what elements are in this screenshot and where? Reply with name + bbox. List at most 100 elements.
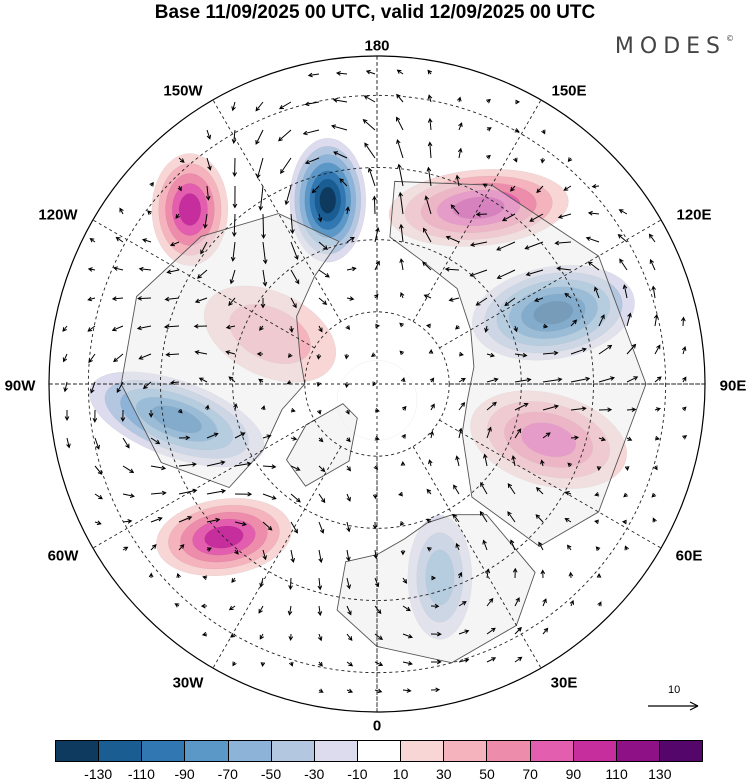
- wind-vector: [150, 437, 161, 445]
- meridian-line: [412, 446, 542, 669]
- wind-vector: [540, 157, 546, 164]
- lon-label-0: 0: [372, 717, 382, 735]
- lon-label-120w: 120W: [38, 206, 78, 224]
- wind-vector: [177, 185, 182, 192]
- wind-vector: [318, 297, 328, 305]
- anomaly-e-siberia-high: [388, 168, 569, 247]
- wind-vector: [225, 350, 236, 355]
- anomaly-canada-low: [89, 371, 265, 468]
- wind-vector: [427, 117, 433, 131]
- wind-vector: [396, 93, 404, 103]
- wind-vector: [62, 325, 68, 332]
- wind-vector: [175, 213, 180, 219]
- colorbar-segment: [142, 741, 186, 761]
- wind-vector: [428, 348, 434, 355]
- wind-vector: [430, 403, 435, 411]
- wind-vector: [486, 597, 494, 607]
- wind-vector: [62, 353, 68, 363]
- wind-vector: [317, 213, 323, 223]
- wind-vector: [260, 298, 266, 309]
- wind-vector: [396, 138, 404, 159]
- wind-vector: [400, 460, 406, 467]
- wind-vector: [316, 353, 322, 360]
- wind-vector: [596, 572, 602, 579]
- wind-vector: [400, 377, 406, 383]
- wind-vector: [288, 577, 293, 591]
- wind-vector: [372, 381, 377, 387]
- lon-label-120e: 120E: [676, 206, 712, 224]
- wind-vector: [374, 661, 384, 667]
- wind-vector: [279, 101, 292, 110]
- wind-vector: [475, 211, 488, 217]
- wind-vector: [88, 353, 96, 364]
- wind-vector: [231, 213, 237, 237]
- wind-vector: [290, 297, 297, 309]
- wind-vector: [486, 352, 495, 358]
- wind-vector: [228, 376, 236, 383]
- colorbar-segment: [530, 741, 574, 761]
- wind-vector: [482, 539, 488, 551]
- colorbar-segment: [99, 741, 143, 761]
- wind-vector: [318, 493, 326, 504]
- wind-vector: [455, 542, 460, 551]
- wind-vector: [262, 493, 277, 500]
- wind-vector: [346, 521, 351, 533]
- colorbar-tick-label: -90: [174, 766, 195, 782]
- brand-text: MODES: [614, 34, 726, 59]
- wind-vector: [570, 347, 587, 355]
- wind-vector: [681, 406, 687, 412]
- wind-vector: [423, 294, 432, 299]
- wind-vector: [206, 157, 212, 171]
- wind-vector: [542, 627, 549, 635]
- wind-vector: [344, 381, 350, 389]
- wind-vector: [510, 539, 516, 551]
- wind-vector: [333, 151, 348, 159]
- wind-vector: [262, 434, 272, 439]
- wind-vector: [621, 519, 628, 525]
- wind-vector: [510, 185, 516, 192]
- wind-vector: [311, 185, 320, 194]
- anomaly-c-siberia-high: [470, 390, 628, 490]
- wind-vector: [448, 297, 460, 302]
- wind-vector: [570, 435, 580, 441]
- wind-vector: [148, 572, 154, 579]
- wind-vector: [317, 577, 323, 591]
- wind-vector: [150, 544, 157, 551]
- wind-vector: [307, 72, 320, 78]
- wind-vector: [198, 377, 208, 383]
- wind-vector: [290, 269, 300, 285]
- wind-vector: [542, 404, 560, 411]
- wind-vector: [194, 350, 208, 355]
- wind-vector: [570, 319, 578, 327]
- wind-vector: [426, 488, 432, 495]
- wind-vector: [176, 572, 181, 579]
- wind-vector: [136, 325, 152, 331]
- wind-vector: [206, 547, 212, 552]
- wind-vector: [430, 603, 440, 609]
- wind-vector: [287, 605, 293, 616]
- wind-vector: [593, 286, 600, 299]
- wind-vector: [258, 378, 264, 384]
- wind-vector: [486, 98, 491, 104]
- wind-vector: [318, 241, 328, 250]
- wind-vector: [554, 240, 572, 246]
- wind-vector: [234, 461, 252, 467]
- wind-vector: [372, 195, 377, 215]
- wind-vector: [89, 237, 96, 243]
- brand-mark: ©: [726, 34, 734, 43]
- wind-vector: [262, 549, 267, 561]
- wind-vector: [317, 633, 323, 642]
- wind-vector: [287, 353, 293, 359]
- wind-vector: [429, 377, 435, 383]
- wind-vector: [260, 405, 266, 411]
- wind-vector: [455, 324, 460, 330]
- wind-vector: [290, 493, 301, 503]
- wind-vector: [564, 491, 572, 496]
- chart-title: Base 11/09/2025 00 UTC, valid 12/09/2025…: [154, 2, 596, 23]
- wind-vector: [138, 353, 152, 360]
- wind-vector: [206, 517, 221, 523]
- colorbar-segment: [401, 741, 445, 761]
- colorbar-segment: [314, 741, 358, 761]
- wind-vector: [373, 293, 379, 299]
- wind-vector: [318, 465, 326, 473]
